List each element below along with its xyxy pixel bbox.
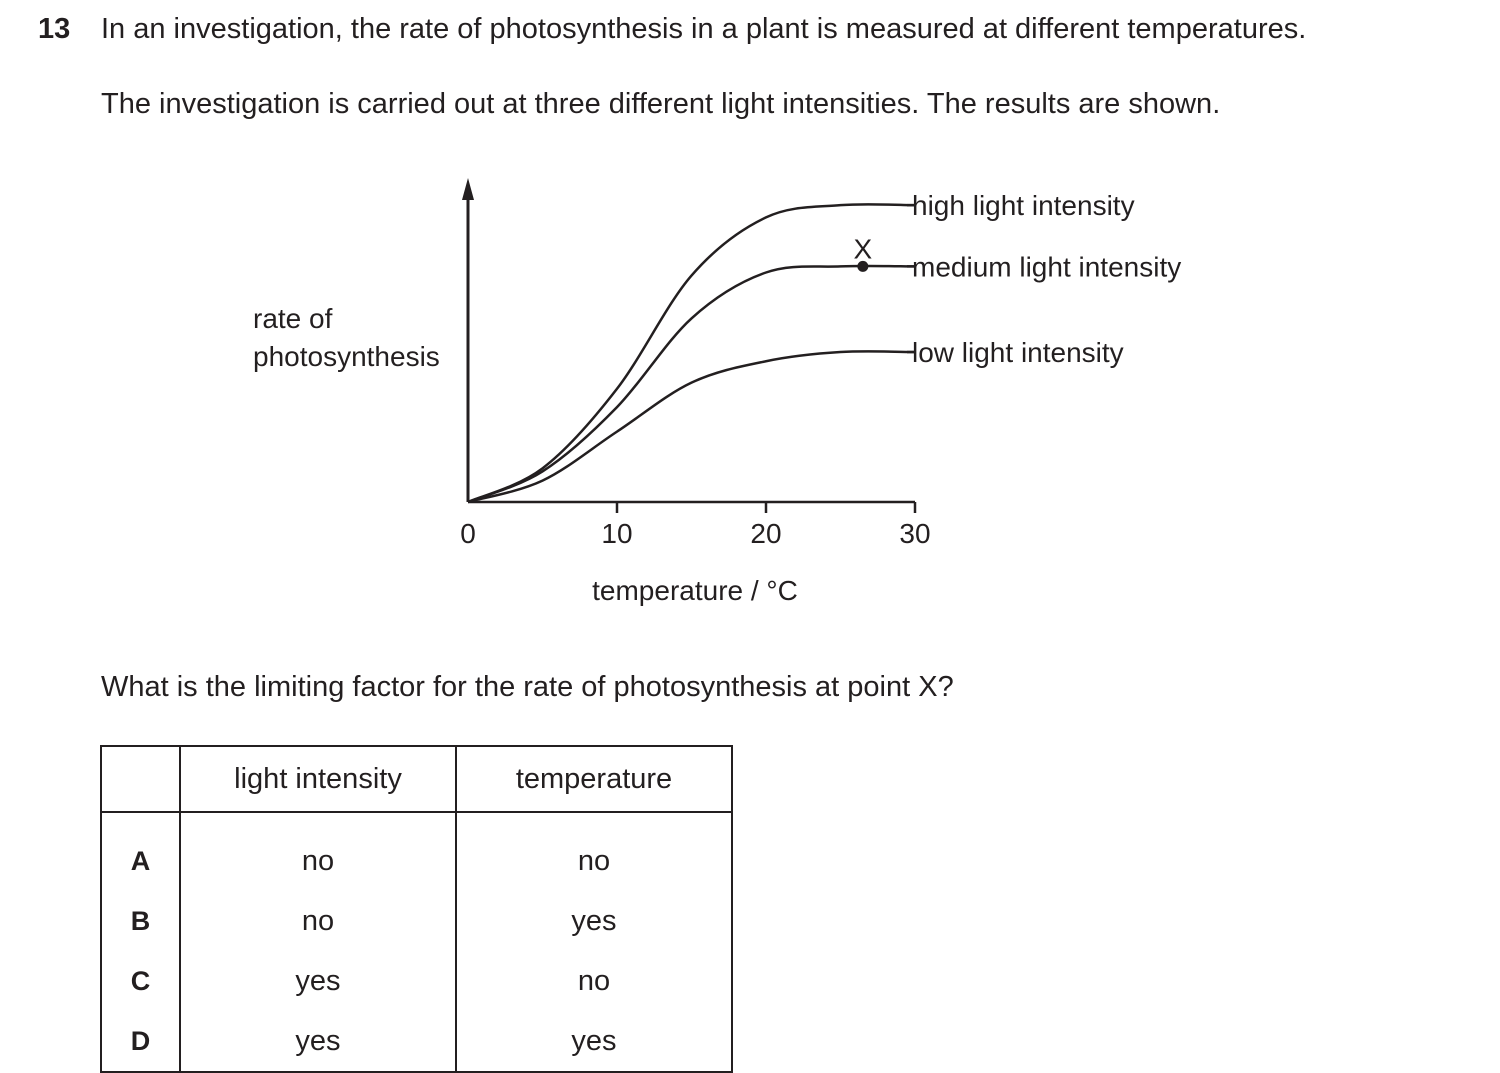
x-tick-label-0: 0 bbox=[460, 518, 476, 549]
x-tick-label-30: 30 bbox=[899, 518, 930, 549]
option-temperature: no bbox=[455, 812, 733, 891]
series-label-medium-light-intensity: medium light intensity bbox=[912, 251, 1181, 282]
series-line-medium-light-intensity bbox=[467, 264, 916, 504]
series-line-low-light-intensity bbox=[467, 350, 916, 504]
y-axis-label-line-2: photosynthesis bbox=[253, 341, 440, 372]
option-row-c[interactable]: C yes no bbox=[100, 951, 733, 1011]
option-temperature: yes bbox=[455, 891, 733, 951]
option-letter: A bbox=[100, 812, 181, 891]
y-axis-arrowhead bbox=[462, 178, 474, 200]
option-letter: B bbox=[100, 891, 181, 951]
option-row-b[interactable]: B no yes bbox=[100, 891, 733, 951]
x-tick-label-20: 20 bbox=[750, 518, 781, 549]
option-temperature: yes bbox=[455, 1011, 733, 1073]
header-temperature: temperature bbox=[455, 745, 733, 813]
x-tick-label-10: 10 bbox=[601, 518, 632, 549]
option-letter: D bbox=[100, 1011, 181, 1073]
x-axis-label: temperature / °C bbox=[592, 575, 798, 606]
series-line-high-light-intensity bbox=[467, 203, 916, 504]
table-header-row: light intensity temperature bbox=[100, 745, 733, 813]
question-intro-line-2: The investigation is carried out at thre… bbox=[101, 88, 1221, 120]
point-x-marker bbox=[857, 260, 869, 272]
answer-options-table: light intensity temperature A no no B no… bbox=[100, 745, 733, 1073]
photosynthesis-graph: 0 10 20 30 high light intensity medium light… bbox=[253, 178, 1181, 606]
option-letter: C bbox=[100, 951, 181, 1011]
option-light-intensity: no bbox=[179, 812, 457, 891]
option-temperature: no bbox=[455, 951, 733, 1011]
option-light-intensity: yes bbox=[179, 1011, 457, 1073]
series-label-low-light-intensity: low light intensity bbox=[912, 337, 1124, 368]
y-axis-label-line-1: rate of bbox=[253, 303, 333, 334]
question-prompt: What is the limiting factor for the rate… bbox=[101, 671, 954, 703]
question-number: 13 bbox=[38, 13, 71, 45]
header-light-intensity: light intensity bbox=[179, 745, 457, 813]
question-intro-line-1: In an investigation, the rate of photosy… bbox=[101, 13, 1307, 45]
series-label-high-light-intensity: high light intensity bbox=[912, 190, 1135, 221]
option-light-intensity: no bbox=[179, 891, 457, 951]
option-light-intensity: yes bbox=[179, 951, 457, 1011]
point-x-label: X bbox=[854, 233, 873, 264]
header-blank bbox=[100, 745, 181, 813]
option-row-d[interactable]: D yes yes bbox=[100, 1011, 733, 1073]
option-row-a[interactable]: A no no bbox=[100, 812, 733, 891]
